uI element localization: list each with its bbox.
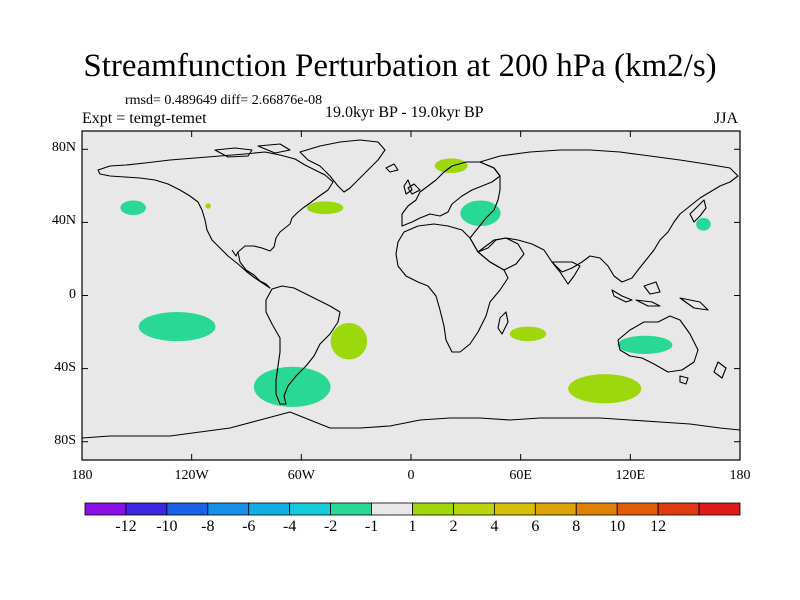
chart-title: Streamfunction Perturbation at 200 hPa (…	[83, 48, 717, 84]
colorbar-bin-4	[248, 502, 291, 516]
anomaly-region-7	[330, 322, 368, 360]
colorbar-label-7: 1	[408, 518, 417, 535]
anomaly-layer	[120, 158, 711, 407]
colorbar-bin-0	[84, 502, 127, 516]
colorbar-label-11: 8	[572, 518, 581, 535]
colorbar-bin-6	[330, 502, 372, 516]
anomaly-region-4	[460, 200, 501, 227]
map-background	[82, 131, 740, 460]
anomaly-region-11	[568, 374, 642, 404]
colorbar-label-5: -2	[323, 518, 338, 535]
colorbar-label-2: -8	[201, 518, 215, 535]
colorbar-bin-7	[371, 502, 413, 516]
x-tick-label-4: 60E	[509, 468, 532, 483]
anomaly-region-2	[306, 201, 344, 215]
y-tick-label-3: 40S	[54, 359, 76, 375]
colorbar-bin-3	[207, 502, 250, 516]
colorbar-label-13: 12	[650, 518, 667, 535]
anomaly-region-1	[205, 203, 211, 209]
colorbar-bin-10	[493, 502, 536, 516]
colorbar-label-1: -10	[156, 518, 178, 535]
colorbar-label-0: -12	[115, 518, 137, 535]
axis-ticks	[81, 131, 741, 460]
colorbar-bin-1	[125, 502, 168, 516]
colorbar-label-10: 6	[531, 518, 540, 535]
anomaly-region-6	[138, 311, 216, 342]
experiment-label: Expt = temgt-temet	[82, 110, 207, 127]
anomaly-region-8	[509, 326, 547, 342]
y-tick-label-1: 40N	[51, 213, 76, 229]
x-tick-label-5: 120E	[615, 468, 646, 483]
anomaly-region-3	[434, 158, 468, 174]
anomaly-region-10	[253, 366, 331, 407]
x-tick-label-1: 120W	[174, 468, 209, 483]
colorbar-bin-11	[534, 502, 577, 516]
colorbar-bin-9	[453, 502, 495, 516]
colorbar	[84, 502, 741, 516]
colorbar-bin-5	[289, 502, 332, 516]
colorbar-label-9: 4	[490, 518, 499, 535]
colorbar-bin-2	[166, 502, 209, 516]
anomaly-region-5	[696, 217, 711, 231]
y-tick-label-2: 0	[69, 286, 76, 302]
rmsd-diff-stats: rmsd= 0.489649 diff= 2.66876e-08	[125, 93, 323, 108]
colorbar-bin-14	[657, 502, 700, 516]
colorbar-bin-15	[698, 502, 741, 516]
colorbar-bin-13	[616, 502, 659, 516]
colorbar-label-4: -4	[283, 518, 297, 535]
colorbar-bin-12	[575, 502, 618, 516]
y-tick-label-4: 80S	[54, 432, 76, 448]
x-tick-label-3: 0	[407, 468, 415, 483]
colorbar-label-6: -1	[364, 518, 379, 535]
y-tick-label-0: 80N	[51, 140, 76, 156]
colorbar-label-8: 2	[449, 518, 458, 535]
anomaly-region-9	[617, 335, 673, 354]
x-tick-label-6: 180	[729, 468, 751, 483]
colorbar-label-12: 10	[609, 518, 626, 535]
colorbar-label-3: -6	[242, 518, 256, 535]
season-label: JJA	[714, 110, 739, 127]
period-label: 19.0kyr BP - 19.0kyr BP	[325, 104, 484, 121]
coastlines	[81, 139, 741, 439]
x-tick-label-0: 180	[71, 468, 93, 483]
x-tick-label-2: 60W	[287, 468, 315, 483]
anomaly-region-0	[120, 200, 146, 216]
colorbar-bin-8	[412, 502, 454, 516]
